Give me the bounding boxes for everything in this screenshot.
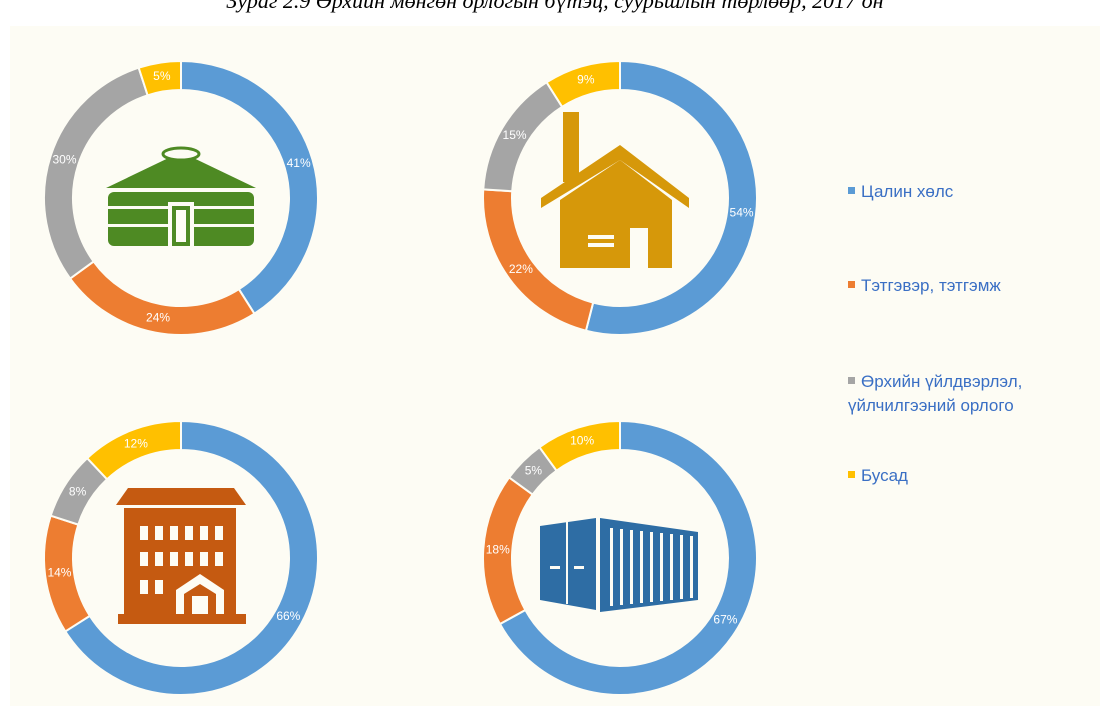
data-label: 5% xyxy=(525,464,543,478)
donut-segment xyxy=(43,66,149,280)
legend-swatch xyxy=(848,187,855,194)
donut-segment xyxy=(85,419,182,481)
data-label: 18% xyxy=(486,542,510,556)
data-label: 15% xyxy=(503,128,527,142)
house-icon xyxy=(541,112,689,268)
donut-segment xyxy=(137,59,182,97)
data-label: 66% xyxy=(276,609,300,623)
container-icon xyxy=(540,518,698,612)
data-label: 14% xyxy=(47,566,71,580)
legend-swatch xyxy=(848,471,855,478)
data-label: 10% xyxy=(570,434,594,448)
data-label: 22% xyxy=(509,262,533,276)
legend-item: Бусад xyxy=(848,464,1098,488)
donut-segment xyxy=(63,419,319,696)
donut-segment xyxy=(498,419,758,696)
legend-label: Өрхийн үйлдвэрлэл, үйлчилгээний орлого xyxy=(848,372,1023,415)
data-label: 67% xyxy=(713,613,737,627)
yurt-icon xyxy=(106,146,256,246)
legend-label: Тэтгэвэр, тэтгэмж xyxy=(861,276,1001,295)
data-label: 9% xyxy=(577,73,595,87)
legend-item: Өрхийн үйлдвэрлэл, үйлчилгээний орлого xyxy=(848,370,1098,418)
data-label: 30% xyxy=(52,152,76,166)
legend-swatch xyxy=(848,281,855,288)
data-label: 8% xyxy=(69,485,87,499)
legend-swatch xyxy=(848,377,855,384)
legend-item: Цалин хөлс xyxy=(848,180,1098,204)
legend-label: Цалин хөлс xyxy=(861,182,954,201)
donut-segment xyxy=(538,419,621,473)
data-label: 41% xyxy=(287,156,311,170)
legend-label: Бусад xyxy=(861,466,908,485)
data-label: 5% xyxy=(153,69,171,83)
donut-segment xyxy=(584,59,758,336)
data-label: 24% xyxy=(146,311,170,325)
title: Зураг 2.9 Өрхийн мөнгөн орлогын бүтэц, с… xyxy=(226,0,884,13)
legend-item: Тэтгэвэр, тэтгэмж xyxy=(848,274,1098,298)
data-label: 54% xyxy=(730,206,754,220)
data-label: 12% xyxy=(124,436,148,450)
building-icon xyxy=(116,488,246,624)
donut-segment xyxy=(545,59,621,109)
